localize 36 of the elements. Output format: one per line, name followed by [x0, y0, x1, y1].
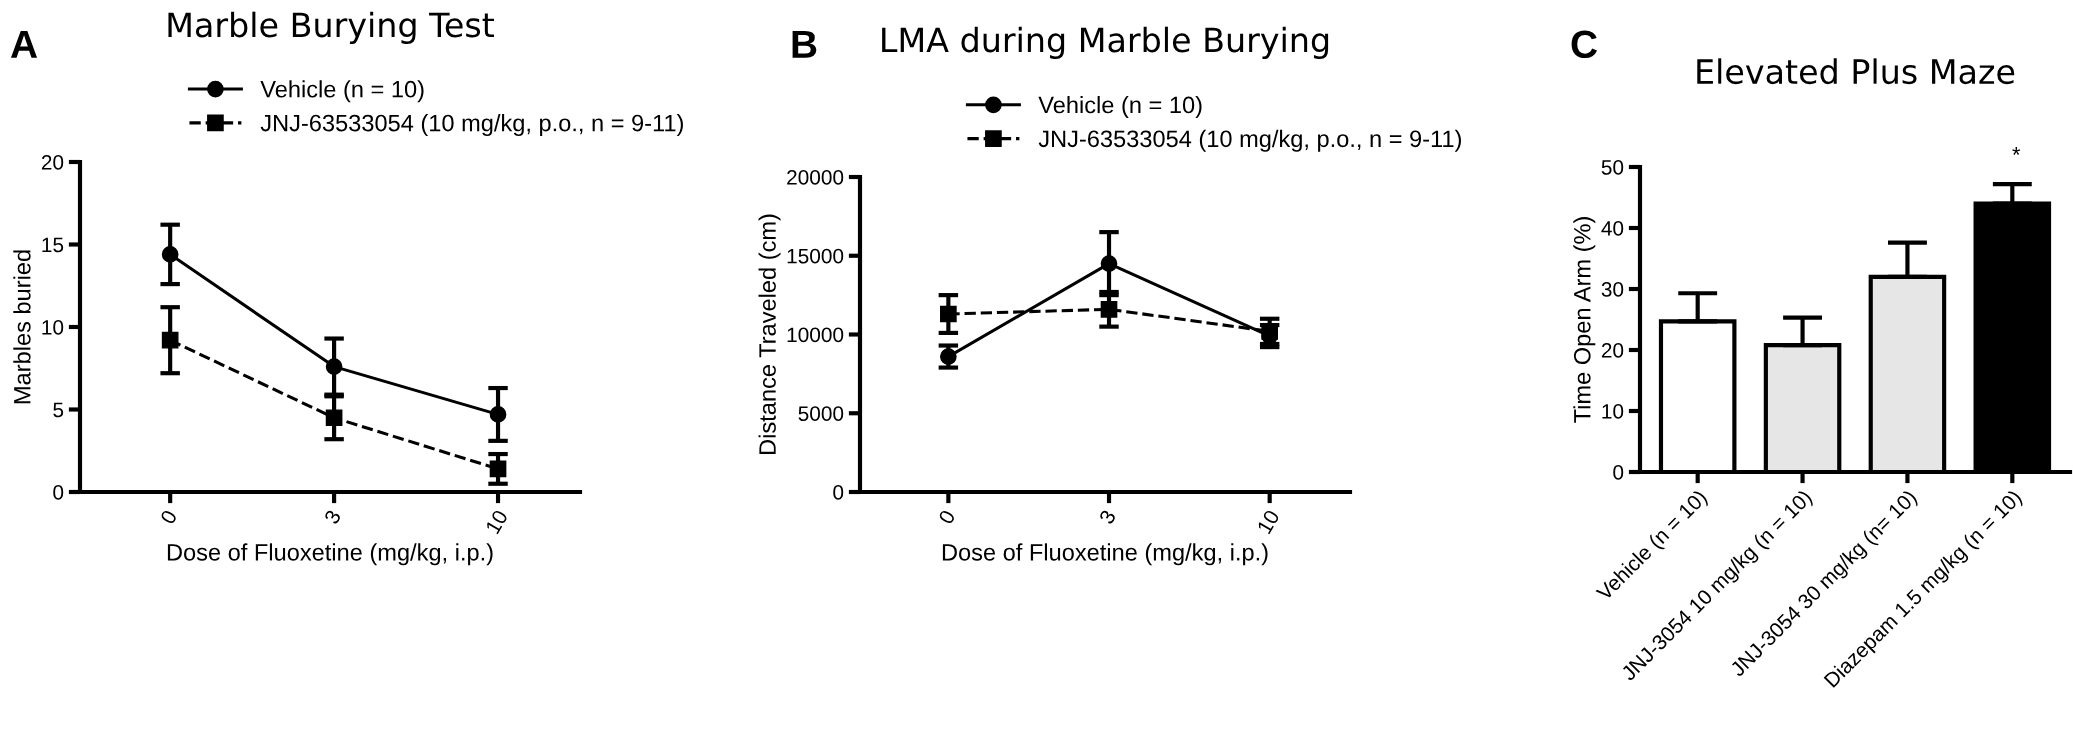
y-axis-title: Distance Traveled (cm)	[758, 214, 781, 454]
chart-title: Elevated Plus Maze	[1697, 58, 2015, 85]
x-tick-label: 3	[1098, 509, 1117, 525]
legend-label: JNJ-63533054 (10 mg/kg, p.o., n = 9-11)	[260, 114, 683, 137]
text: A	[10, 30, 38, 58]
text: B	[792, 30, 817, 58]
y-tick-label: 20	[1601, 343, 1624, 358]
y-tick-label: 10	[1602, 404, 1624, 419]
y-tick-label: 30	[1601, 282, 1624, 297]
x-tick-label: 10	[1256, 508, 1280, 535]
y-tick-label: 40	[1601, 221, 1624, 236]
y-tick-label: 0	[1613, 465, 1624, 480]
chart-title: LMA during Marble Burying	[882, 26, 1329, 59]
y-axis-title: Time Open Arm (%)	[1573, 217, 1596, 423]
y-tick-label: 15000	[787, 248, 844, 264]
y-tick-label: 5000	[798, 406, 844, 421]
y-tick-label: 20	[41, 155, 64, 170]
x-tick-label: 10	[485, 508, 509, 535]
y-tick-label: 10000	[787, 327, 844, 343]
y-tick-label: 5	[53, 402, 64, 418]
x-tick-label: 0	[937, 508, 956, 525]
y-tick-label: 10	[42, 320, 64, 335]
chart-title: Marble Burying Test	[168, 11, 495, 44]
x-axis-title: Dose of Fluoxetine (mg/kg, i.p.)	[942, 543, 1268, 566]
legend-label: Vehicle (n = 10)	[260, 80, 424, 103]
text: *	[2012, 147, 2021, 155]
legend-label: JNJ-63533054 (10 mg/kg, p.o., n = 9-11)	[1038, 129, 1461, 152]
text: C	[1571, 30, 1598, 59]
y-tick-label: 50	[1601, 160, 1624, 175]
y-tick-label: 20000	[787, 170, 844, 185]
x-tick-label: 0	[159, 508, 178, 525]
x-tick-label: 3	[323, 509, 342, 525]
x-axis-title: Dose of Fluoxetine (mg/kg, i.p.)	[167, 543, 493, 566]
legend-label: Vehicle (n = 10)	[1038, 95, 1202, 118]
y-tick-label: 15	[42, 237, 64, 253]
y-axis-title: Marbles buried	[13, 250, 31, 404]
